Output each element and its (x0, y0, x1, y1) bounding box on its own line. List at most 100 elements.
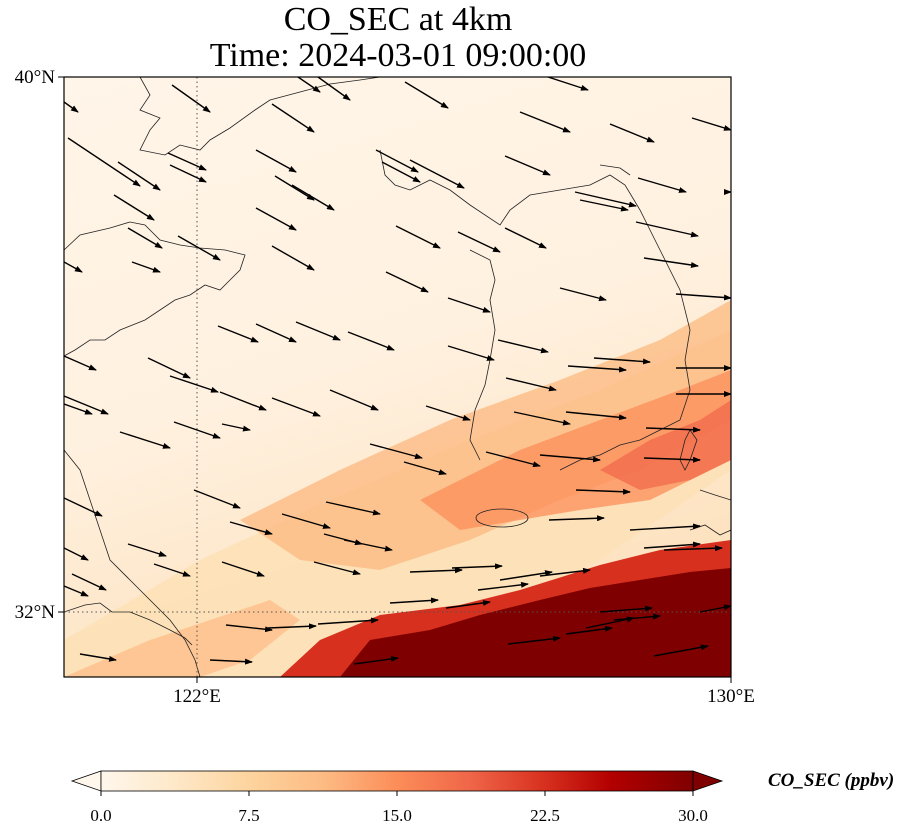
colorbar-gradient (100, 770, 694, 792)
wind-arrow (507, 635, 561, 645)
wind-arrow (225, 624, 273, 633)
wind-arrow (643, 257, 699, 268)
colorbar-tick-label: 15.0 (382, 806, 412, 825)
wind-arrow (274, 175, 315, 201)
wind-arrow (71, 573, 107, 591)
wind-arrow (271, 397, 321, 417)
wind-arrow (613, 613, 661, 621)
wind-arrow (653, 644, 709, 657)
wind-arrow (547, 77, 589, 91)
wind-arrow (593, 357, 651, 365)
wind-arrow (505, 377, 557, 392)
coastline-liaodong (139, 77, 381, 156)
wind-arrow (221, 423, 251, 432)
wind-arrow (347, 331, 395, 351)
wind-arrow (369, 443, 423, 460)
wind-arrow (281, 513, 331, 529)
wind-arrow (127, 227, 163, 249)
wind-arrow (297, 77, 321, 93)
coastline-yangtze (64, 602, 193, 646)
wind-arrow (385, 271, 429, 293)
wind-arrow (291, 184, 335, 211)
wind-arrow (127, 543, 167, 557)
wind-arrow (117, 161, 161, 191)
wind-arrow (229, 521, 273, 535)
wind-arrow (64, 497, 103, 517)
wind-arrow (395, 225, 441, 249)
colorbar-tick-label: 22.5 (530, 806, 560, 825)
wind-arrow (171, 84, 211, 113)
wind-arrow (559, 287, 607, 302)
wind-arrow (271, 103, 315, 133)
wind-arrow (519, 111, 571, 133)
lon-tick-label-122: 122°E (173, 686, 221, 707)
wind-arrow (209, 658, 253, 665)
plot-title: CO_SEC at 4km Time: 2024-03-01 09:00:00 (0, 2, 796, 74)
lat-tick-label-32: 32°N (15, 602, 56, 623)
map-frame (63, 76, 732, 678)
wind-arrow (567, 365, 627, 373)
wind-arrow (447, 345, 495, 361)
wind-arrow (645, 426, 701, 433)
wind-arrow (217, 325, 259, 343)
wind-arrow (497, 339, 549, 354)
wind-arrow (153, 563, 191, 577)
colorbar-tick-label: 0.0 (90, 806, 111, 825)
wind-arrow (504, 155, 551, 176)
wind-arrow (691, 117, 731, 131)
wind-arrow (409, 567, 463, 574)
wind-arrow (403, 461, 447, 475)
wind-arrow (513, 411, 571, 426)
wind-arrow (579, 199, 629, 212)
wind-arrow (79, 653, 117, 662)
wind-arrow (565, 625, 613, 635)
wind-arrow (267, 623, 317, 630)
wind-arrow (255, 149, 297, 173)
wind-arrow (637, 177, 687, 193)
wind-arrow (64, 585, 89, 597)
wind-arrow (221, 561, 265, 577)
plume-band-sw (64, 600, 300, 677)
coastline-jiangsu (64, 449, 201, 677)
wind-arrow (325, 501, 381, 516)
wind-arrow (609, 123, 655, 143)
wind-arrow (169, 164, 207, 183)
wind-arrow (643, 541, 701, 549)
wind-arrow (409, 159, 465, 189)
tsushima-island (679, 429, 698, 471)
colorbar-extend-low (70, 770, 102, 792)
wind-arrow (113, 194, 155, 221)
wind-arrow (675, 293, 731, 301)
wind-arrow (177, 235, 221, 261)
wind-arrow (271, 245, 315, 271)
wind-arrow (381, 161, 421, 183)
wind-arrow (425, 405, 471, 421)
wind-arrow (447, 297, 491, 313)
axis-ticks (58, 76, 732, 683)
coastline-korea-islands (469, 249, 496, 461)
wind-arrow (643, 456, 701, 463)
wind-arrow (147, 357, 191, 379)
wind-arrow (353, 655, 399, 665)
coastline-yalu (599, 164, 631, 176)
wind-arrow (574, 191, 637, 208)
wind-arrow (255, 207, 297, 231)
plume-band-east (600, 400, 731, 490)
coastline-shandong (64, 221, 246, 357)
wind-arrow (193, 489, 241, 509)
colorbar-extend-high (692, 770, 724, 792)
wind-arrow (599, 605, 653, 613)
wind-arrow (635, 221, 699, 238)
title-line-2: Time: 2024-03-01 09:00:00 (209, 37, 587, 74)
wind-arrow (485, 451, 541, 468)
wind-arrow (499, 570, 553, 581)
map-panel (64, 77, 731, 677)
wind-arrow (119, 431, 171, 449)
wind-arrow (565, 411, 627, 421)
lon-tick-label-130: 130°E (707, 686, 755, 707)
wind-arrow (64, 355, 97, 371)
lat-tick-label-40: 40°N (15, 67, 56, 88)
wind-arrow (329, 389, 379, 411)
wind-arrow (457, 231, 501, 253)
